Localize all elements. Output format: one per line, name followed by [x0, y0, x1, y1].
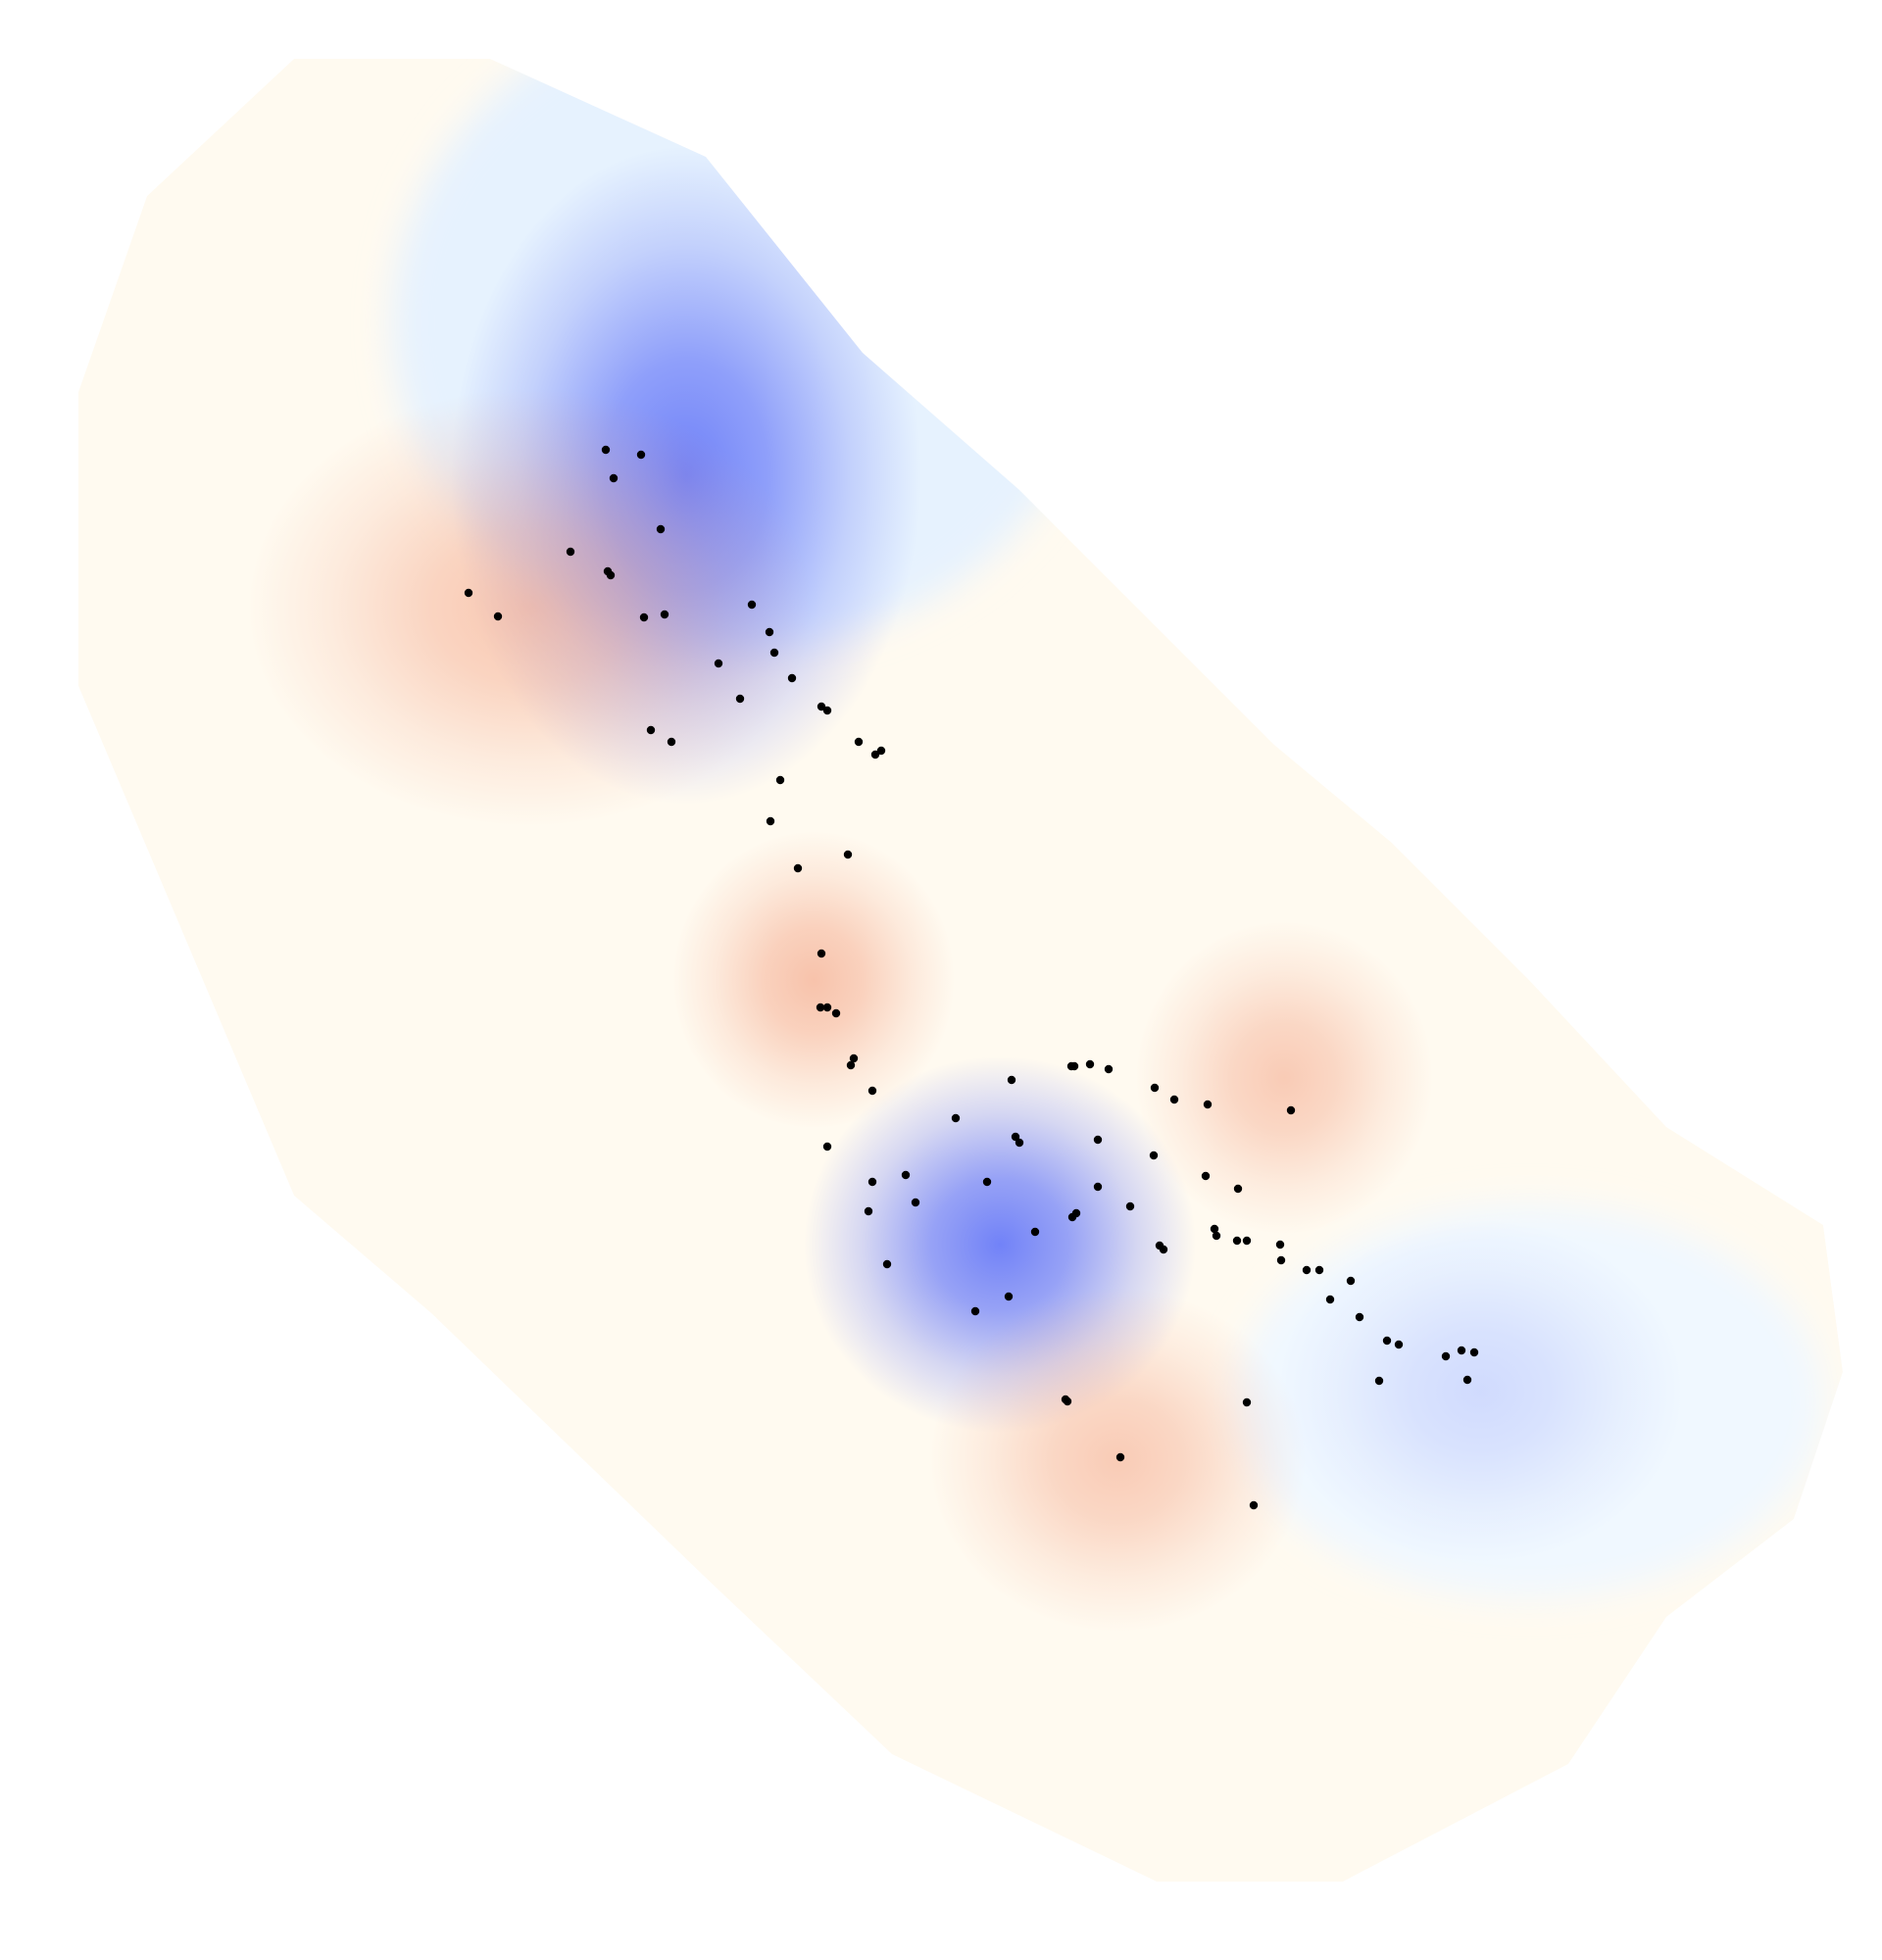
sample-point [1201, 1171, 1211, 1181]
sample-point [1276, 1255, 1286, 1265]
sample-point [817, 702, 826, 711]
sample-point [1275, 1240, 1285, 1250]
sample-point [970, 1306, 980, 1316]
sample-point [817, 949, 826, 958]
sample-point [1015, 1138, 1024, 1148]
sample-point [766, 816, 775, 826]
sample-point [787, 673, 797, 683]
sample-point [601, 445, 611, 455]
sample-point [1169, 1095, 1179, 1104]
sample-point [1374, 1376, 1384, 1386]
sample-point [1286, 1105, 1296, 1115]
sample-point [1346, 1276, 1356, 1286]
sample-point [1125, 1201, 1135, 1211]
sample-point [1394, 1340, 1404, 1349]
sample-point [1314, 1265, 1324, 1275]
sample-point [1004, 1292, 1014, 1301]
sample-point [822, 1142, 832, 1152]
sample-point [849, 1054, 859, 1063]
sample-point [1067, 1212, 1077, 1222]
sample-point [1462, 1375, 1472, 1385]
sample-points [464, 445, 1479, 1510]
sample-point [660, 610, 669, 619]
heatmap-field [78, 59, 1843, 1882]
sample-point [982, 1177, 992, 1187]
positive-hotspot [929, 1288, 1306, 1633]
sample-point [636, 450, 646, 460]
sample-point [1210, 1224, 1219, 1234]
sample-point [1212, 1231, 1221, 1241]
sample-point [609, 473, 619, 483]
sample-point [606, 570, 616, 580]
sample-point [951, 1113, 961, 1123]
sample-point [1242, 1236, 1252, 1246]
sample-point [882, 1259, 892, 1269]
sample-point [854, 737, 864, 747]
sample-point [793, 863, 803, 873]
sample-point [864, 1206, 873, 1216]
sample-point [1203, 1100, 1213, 1109]
sample-point [1115, 1452, 1125, 1462]
positive-hotspot [672, 831, 955, 1129]
sample-point [1011, 1132, 1020, 1142]
sample-point [1355, 1312, 1364, 1322]
sample-point [775, 775, 785, 785]
sample-point [1085, 1059, 1095, 1069]
sample-point [1030, 1227, 1040, 1237]
sample-point [735, 694, 745, 704]
sample-point [1093, 1182, 1103, 1192]
sample-point [1232, 1236, 1242, 1246]
sample-point [822, 706, 832, 715]
sample-point [816, 1003, 825, 1012]
sample-point [822, 1003, 832, 1012]
sample-point [1325, 1295, 1335, 1304]
sample-point [846, 1060, 856, 1070]
sample-point [876, 746, 886, 756]
sample-point [1063, 1396, 1072, 1406]
sample-point [714, 659, 723, 668]
sample-point [656, 524, 666, 534]
negative-hotspot [1276, 1219, 1684, 1564]
sample-point [911, 1198, 920, 1207]
sample-point [1007, 1075, 1016, 1085]
sample-point [1382, 1336, 1392, 1346]
sample-point [1093, 1135, 1103, 1145]
sample-point [566, 547, 575, 557]
sample-point [1441, 1351, 1451, 1361]
sample-point [1469, 1348, 1479, 1357]
sample-point [769, 648, 779, 658]
positive-hotspot [1135, 921, 1433, 1235]
heatmap-region [78, 59, 1843, 1882]
sample-point [901, 1170, 911, 1180]
sample-point [493, 612, 503, 621]
sample-point [639, 612, 649, 622]
sample-point [1302, 1265, 1312, 1275]
sample-point [464, 588, 473, 598]
sample-point [1249, 1500, 1259, 1510]
sample-point [747, 600, 757, 610]
sample-point [867, 1177, 877, 1187]
sample-point [667, 737, 676, 747]
positive-hotspot [247, 388, 812, 827]
sample-point [1159, 1245, 1168, 1254]
sample-point [831, 1008, 841, 1018]
sample-point [843, 850, 853, 859]
sample-point [765, 627, 774, 637]
sample-point [867, 1086, 877, 1096]
sample-point [1242, 1397, 1252, 1407]
sample-point [1069, 1061, 1079, 1071]
sample-point [646, 725, 656, 735]
sample-point [870, 750, 880, 760]
sample-point [1149, 1151, 1159, 1160]
sample-point [1233, 1184, 1243, 1194]
sample-point [1150, 1083, 1160, 1093]
sample-point [1457, 1346, 1466, 1355]
sample-point [1104, 1064, 1114, 1074]
